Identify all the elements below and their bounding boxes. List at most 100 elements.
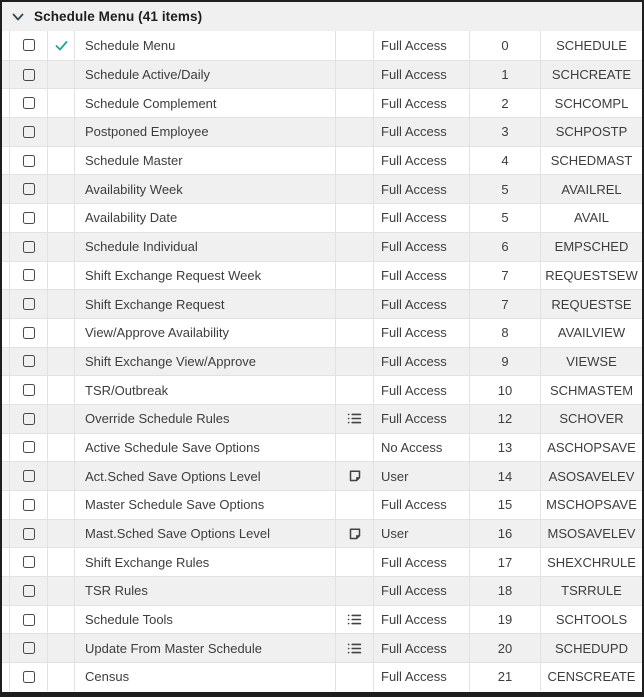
selected-cell bbox=[48, 146, 75, 175]
table-row[interactable]: Schedule Individual bbox=[2, 231, 642, 261]
item-number: 5 bbox=[470, 204, 541, 232]
row-checkbox[interactable] bbox=[22, 670, 35, 683]
chevron-down-icon[interactable] bbox=[11, 10, 25, 24]
table-row[interactable]: Postponed Employee bbox=[2, 117, 642, 146]
row-label: Schedule Individual bbox=[75, 232, 336, 261]
row-checkbox[interactable] bbox=[22, 384, 35, 397]
checkbox-cell bbox=[10, 175, 48, 204]
checkbox-cell bbox=[10, 347, 48, 376]
row-gutter bbox=[2, 60, 10, 89]
row-checkbox[interactable] bbox=[22, 211, 35, 224]
group-header[interactable]: Schedule Menu (41 items) bbox=[2, 2, 642, 31]
table-row[interactable]: Schedule Master bbox=[2, 145, 642, 175]
row-type-cell bbox=[336, 232, 374, 261]
table-row[interactable]: Schedule Complement bbox=[2, 88, 642, 118]
table-row[interactable]: View/Approve Availability bbox=[2, 317, 642, 347]
row-checkbox[interactable] bbox=[22, 355, 35, 368]
row-checkbox[interactable] bbox=[22, 154, 35, 167]
table-row[interactable]: Act.Sched Save Options Level bbox=[2, 461, 642, 490]
row-gutter bbox=[2, 548, 10, 577]
item-code: EMPSCHED bbox=[554, 239, 629, 255]
table-row[interactable]: Schedule Menu bbox=[2, 31, 642, 60]
item-code: SHEXCHRULE bbox=[547, 554, 636, 570]
row-gutter bbox=[2, 433, 10, 462]
row-gutter bbox=[2, 204, 10, 232]
row-gutter bbox=[2, 290, 10, 318]
item-number: 0 bbox=[470, 31, 541, 60]
row-gutter bbox=[2, 89, 10, 118]
table-row[interactable]: Active Schedule Save Options bbox=[2, 432, 642, 462]
checkbox-cell bbox=[10, 146, 48, 175]
row-checkbox[interactable] bbox=[22, 584, 35, 597]
selected-cell bbox=[48, 634, 75, 663]
row-label: Act.Sched Save Options Level bbox=[75, 462, 336, 490]
row-checkbox[interactable] bbox=[22, 556, 35, 569]
access-level: Full Access bbox=[374, 261, 470, 290]
selected-cell bbox=[48, 318, 75, 347]
access-level: Full Access bbox=[374, 89, 470, 118]
table-row[interactable]: TSR/Outbreak bbox=[2, 375, 642, 404]
selected-cell bbox=[48, 347, 75, 376]
checkbox-cell bbox=[10, 605, 48, 634]
row-label: Availability Date bbox=[75, 204, 336, 232]
checkbox-cell bbox=[10, 376, 48, 404]
row-type-cell bbox=[336, 462, 374, 490]
table-row[interactable]: Master Schedule Save Options bbox=[2, 490, 642, 519]
table-row[interactable]: TSR Rules bbox=[2, 576, 642, 605]
checkbox-cell bbox=[10, 118, 48, 146]
row-label: Active Schedule Save Options bbox=[75, 433, 336, 462]
row-label: Postponed Employee bbox=[75, 118, 336, 146]
table-row[interactable]: Schedule Tools bbox=[2, 604, 642, 634]
item-code: AVAILREL bbox=[561, 181, 622, 197]
row-label: Shift Exchange View/Approve bbox=[75, 347, 336, 376]
row-type-cell bbox=[336, 347, 374, 376]
row-checkbox[interactable] bbox=[22, 412, 35, 425]
selected-cell bbox=[48, 175, 75, 204]
row-checkbox[interactable] bbox=[22, 326, 35, 339]
selected-cell bbox=[48, 519, 75, 548]
table-row[interactable]: Schedule Active/Daily bbox=[2, 59, 642, 89]
row-checkbox[interactable] bbox=[22, 183, 35, 196]
table-row[interactable]: Shift Exchange View/Approve bbox=[2, 346, 642, 376]
table-row[interactable]: Mast.Sched Save Options Level bbox=[2, 518, 642, 548]
table-row[interactable]: Shift Exchange Request Week bbox=[2, 260, 642, 290]
row-checkbox[interactable] bbox=[22, 97, 35, 110]
row-type-cell bbox=[336, 146, 374, 175]
row-checkbox[interactable] bbox=[22, 470, 35, 483]
row-gutter bbox=[2, 118, 10, 146]
row-checkbox[interactable] bbox=[22, 298, 35, 311]
note-icon bbox=[348, 527, 362, 541]
table-row[interactable]: Override Schedule Rules bbox=[2, 403, 642, 433]
table-row[interactable]: Shift Exchange Request bbox=[2, 289, 642, 318]
item-code: CENSCREATE bbox=[547, 669, 636, 685]
access-level: Full Access bbox=[374, 376, 470, 404]
selected-cell bbox=[48, 60, 75, 89]
row-checkbox[interactable] bbox=[22, 39, 35, 52]
row-checkbox[interactable] bbox=[22, 498, 35, 511]
row-checkbox[interactable] bbox=[22, 441, 35, 454]
item-code: ASCHOPSAVE bbox=[547, 439, 636, 455]
checkbox-cell bbox=[10, 89, 48, 118]
check-icon bbox=[54, 38, 69, 53]
row-type-cell bbox=[336, 118, 374, 146]
row-label: Mast.Sched Save Options Level bbox=[75, 519, 336, 548]
row-label: Census bbox=[75, 663, 336, 691]
row-type-cell bbox=[336, 491, 374, 519]
row-checkbox[interactable] bbox=[22, 125, 35, 138]
row-label: Override Schedule Rules bbox=[75, 404, 336, 433]
row-checkbox[interactable] bbox=[22, 240, 35, 253]
row-checkbox[interactable] bbox=[22, 613, 35, 626]
item-code: TSRRULE bbox=[561, 583, 622, 599]
row-type-cell bbox=[336, 663, 374, 691]
table-row[interactable]: Availability Week bbox=[2, 174, 642, 204]
item-code: REQUESTSE bbox=[551, 296, 632, 312]
row-type-cell bbox=[336, 548, 374, 577]
table-row[interactable]: Shift Exchange Rules bbox=[2, 547, 642, 577]
table-row[interactable]: Census bbox=[2, 662, 642, 691]
row-checkbox[interactable] bbox=[22, 269, 35, 282]
row-checkbox[interactable] bbox=[22, 642, 35, 655]
table-row[interactable]: Update From Master Schedule bbox=[2, 633, 642, 663]
row-checkbox[interactable] bbox=[22, 68, 35, 81]
row-checkbox[interactable] bbox=[22, 527, 35, 540]
table-row[interactable]: Availability Date bbox=[2, 203, 642, 232]
